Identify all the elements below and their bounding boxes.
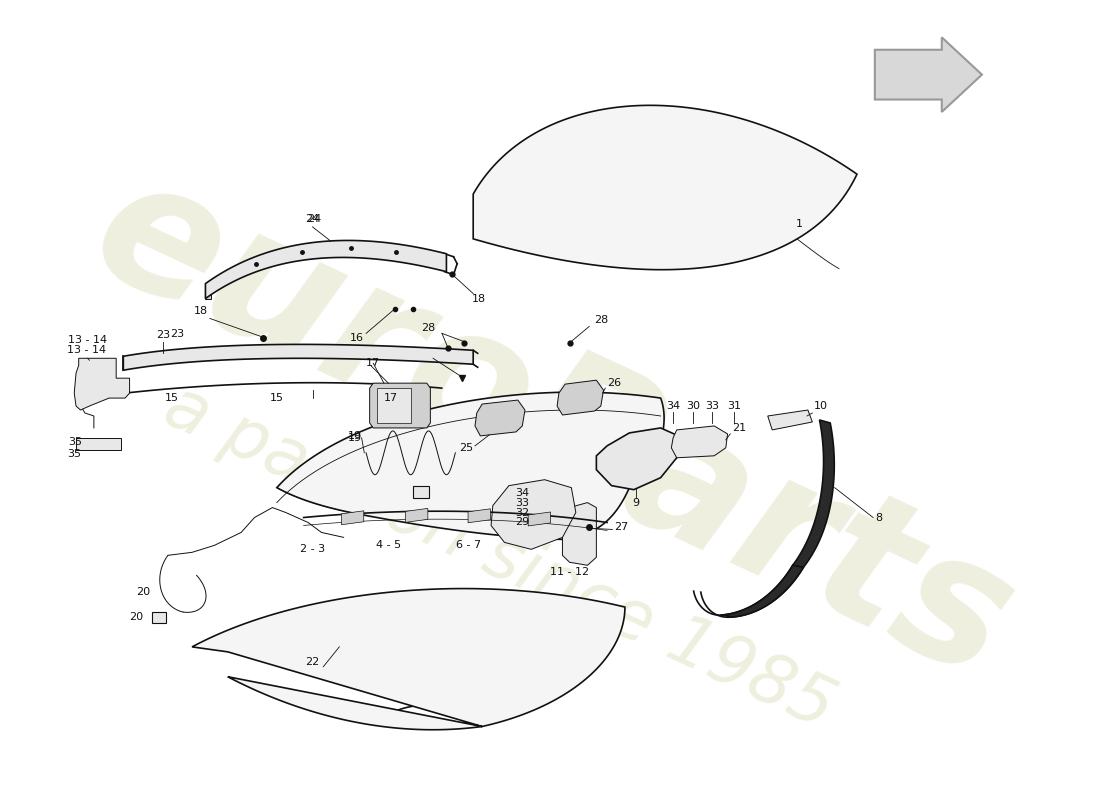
Polygon shape: [123, 344, 473, 370]
Polygon shape: [671, 426, 727, 458]
Text: 34: 34: [515, 488, 529, 498]
Text: 35: 35: [67, 449, 81, 459]
Polygon shape: [377, 388, 410, 423]
Bar: [152, 612, 166, 623]
Text: 30: 30: [685, 401, 700, 411]
Polygon shape: [475, 400, 525, 436]
Text: 31: 31: [727, 401, 740, 411]
Polygon shape: [596, 428, 679, 490]
Text: 26: 26: [607, 378, 621, 388]
Text: 33: 33: [515, 498, 529, 507]
Text: 6 - 7: 6 - 7: [456, 540, 482, 550]
Text: a passion since 1985: a passion since 1985: [154, 372, 846, 742]
Text: 18: 18: [472, 294, 485, 303]
Text: 17: 17: [384, 393, 398, 403]
Text: 32: 32: [515, 507, 529, 518]
Polygon shape: [528, 512, 550, 526]
Polygon shape: [473, 106, 857, 270]
Text: 9: 9: [632, 498, 639, 507]
Text: 2 - 3: 2 - 3: [300, 544, 326, 554]
Text: 13 - 14: 13 - 14: [68, 335, 107, 346]
Polygon shape: [793, 420, 834, 567]
Text: 23: 23: [169, 330, 184, 339]
Polygon shape: [469, 509, 491, 522]
Text: 4 - 5: 4 - 5: [376, 540, 402, 550]
Polygon shape: [370, 383, 430, 428]
Text: 29: 29: [515, 518, 529, 527]
Text: 27: 27: [614, 522, 628, 533]
Polygon shape: [76, 438, 121, 450]
Polygon shape: [277, 392, 664, 539]
Polygon shape: [562, 502, 596, 566]
Text: 10: 10: [814, 401, 828, 411]
Text: 16: 16: [350, 334, 364, 343]
Text: 21: 21: [732, 423, 746, 433]
Polygon shape: [341, 511, 364, 525]
Polygon shape: [206, 241, 447, 298]
Text: 20: 20: [136, 587, 150, 597]
Polygon shape: [406, 509, 428, 522]
Text: euroParts: euroParts: [68, 139, 1038, 717]
Polygon shape: [206, 284, 211, 298]
Text: 25: 25: [459, 443, 473, 453]
Text: 35: 35: [68, 437, 82, 447]
Text: 19: 19: [348, 433, 362, 443]
Polygon shape: [491, 480, 575, 550]
Text: 22: 22: [306, 657, 320, 667]
Polygon shape: [768, 410, 813, 430]
Text: 15: 15: [270, 393, 284, 403]
Text: 1: 1: [795, 219, 803, 229]
Text: 24: 24: [306, 214, 320, 224]
Text: 34: 34: [667, 401, 680, 411]
Bar: [412, 486, 429, 498]
Text: 8: 8: [874, 513, 882, 522]
Text: 18: 18: [194, 306, 208, 315]
Text: 28: 28: [594, 315, 608, 326]
FancyArrow shape: [874, 38, 982, 112]
Polygon shape: [722, 566, 803, 617]
Text: 11 - 12: 11 - 12: [550, 567, 590, 578]
Text: 23: 23: [156, 330, 170, 340]
Text: 28: 28: [421, 323, 436, 334]
Text: 15: 15: [165, 393, 179, 403]
Polygon shape: [74, 358, 130, 410]
Text: 33: 33: [705, 401, 719, 411]
Text: 20: 20: [129, 612, 143, 622]
Polygon shape: [192, 589, 625, 730]
Text: 19: 19: [348, 431, 362, 441]
Text: 17: 17: [366, 358, 381, 368]
Text: 24: 24: [307, 214, 321, 224]
Polygon shape: [557, 380, 604, 415]
Text: 13 - 14: 13 - 14: [67, 346, 107, 355]
